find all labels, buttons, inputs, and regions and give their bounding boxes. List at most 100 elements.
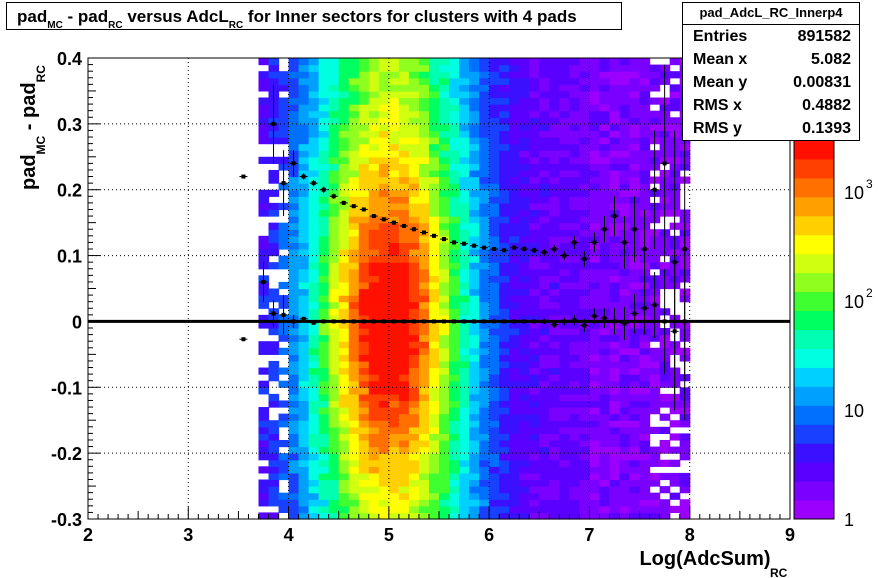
heatmap-cell [358, 275, 370, 283]
heatmap-cell [479, 104, 490, 112]
heatmap-cell [539, 453, 550, 461]
heatmap-cell [529, 262, 540, 270]
heatmap-cell [589, 71, 601, 79]
heatmap-cell [418, 84, 430, 92]
heatmap-cell [529, 374, 540, 382]
heatmap-cell [318, 328, 330, 336]
heatmap-cell [519, 117, 530, 125]
heatmap-cell [519, 275, 530, 283]
heatmap-cell [368, 229, 380, 237]
heatmap-cell [318, 479, 330, 487]
heatmap-cell [599, 281, 611, 290]
heatmap-cell [489, 58, 500, 66]
heatmap-cell [298, 275, 310, 283]
heatmap-cell [619, 374, 631, 382]
heatmap-cell [288, 426, 300, 434]
heatmap-cell [398, 275, 410, 283]
heatmap-cell [388, 268, 400, 276]
heatmap-cell [318, 486, 330, 494]
heatmap-cell [449, 58, 460, 66]
heatmap-cell [479, 413, 490, 421]
heatmap-cell [469, 156, 480, 164]
heatmap-cell [679, 486, 691, 494]
heatmap-cell [418, 183, 430, 191]
heatmap-cell [348, 71, 360, 79]
heatmap-cell [599, 439, 611, 448]
heatmap-cell [298, 387, 310, 395]
heatmap-cell [298, 255, 310, 263]
heatmap-cell [439, 512, 450, 520]
heatmap-cell [388, 64, 400, 72]
heatmap-cell [459, 143, 470, 151]
profile-lower-point [321, 319, 326, 324]
heatmap-cell [669, 84, 681, 92]
heatmap-cell [509, 413, 520, 421]
heatmap-cell [428, 433, 440, 441]
heatmap-cell [539, 130, 550, 138]
heatmap-cell [669, 58, 681, 66]
heatmap-cell [569, 334, 580, 342]
heatmap-cell [549, 64, 560, 72]
heatmap-cell [358, 156, 370, 164]
heatmap-cell [439, 209, 450, 217]
heatmap-cell [418, 176, 430, 184]
heatmap-cell [328, 281, 340, 290]
heatmap-cell [609, 117, 621, 125]
colorbar-band [794, 386, 834, 406]
heatmap-cell [338, 512, 350, 520]
heatmap-cell [539, 255, 550, 263]
heatmap-cell [529, 209, 540, 217]
heatmap-cell [459, 387, 470, 395]
heatmap-cell [258, 367, 270, 375]
heatmap-cell [308, 301, 320, 309]
heatmap-cell [278, 281, 290, 290]
heatmap-cell [408, 433, 420, 441]
heatmap-cell [679, 433, 691, 441]
heatmap-cell [519, 420, 530, 428]
profile-lower-point [532, 319, 537, 324]
heatmap-cell [569, 176, 580, 184]
heatmap-cell [549, 196, 560, 204]
x-tick-label: 6 [484, 525, 494, 545]
profile-lower-point [301, 316, 306, 321]
heatmap-cell [509, 360, 520, 369]
profile-upper-point [492, 246, 497, 251]
heatmap-cell [579, 216, 591, 224]
heatmap-cell [529, 156, 540, 164]
heatmap-cell [358, 354, 370, 362]
heatmap-cell [629, 433, 641, 441]
heatmap-cell [378, 222, 390, 230]
heatmap-cell [599, 242, 611, 250]
heatmap-cell [459, 242, 470, 250]
heatmap-cell [378, 446, 390, 454]
heatmap-cell [529, 117, 540, 125]
heatmap-cell [579, 420, 591, 428]
heatmap-cell [489, 314, 500, 323]
heatmap-cell [439, 268, 450, 276]
heatmap-cell [388, 90, 400, 99]
heatmap-cell [398, 334, 410, 342]
heatmap-cell [599, 453, 611, 461]
heatmap-cell [559, 64, 570, 72]
heatmap-cell [589, 439, 601, 448]
heatmap-cell [649, 354, 661, 362]
heatmap-cell [408, 130, 420, 138]
heatmap-cell [308, 453, 320, 461]
heatmap-cell [479, 314, 490, 323]
heatmap-cell [599, 499, 611, 507]
heatmap-cell [328, 143, 340, 151]
heatmap-cell [278, 123, 290, 132]
heatmap-cell [549, 189, 560, 197]
heatmap-cell [489, 446, 500, 454]
heatmap-cell [539, 354, 550, 362]
heatmap-cell [318, 255, 330, 263]
heatmap-cell [539, 71, 550, 79]
heatmap-cell [589, 77, 601, 85]
heatmap-cell [439, 433, 450, 441]
heatmap-cell [268, 374, 280, 382]
heatmap-cell [529, 420, 540, 428]
heatmap-cell [378, 486, 390, 494]
heatmap-cell [619, 420, 631, 428]
heatmap-cell [388, 334, 400, 342]
heatmap-cell [308, 466, 320, 474]
